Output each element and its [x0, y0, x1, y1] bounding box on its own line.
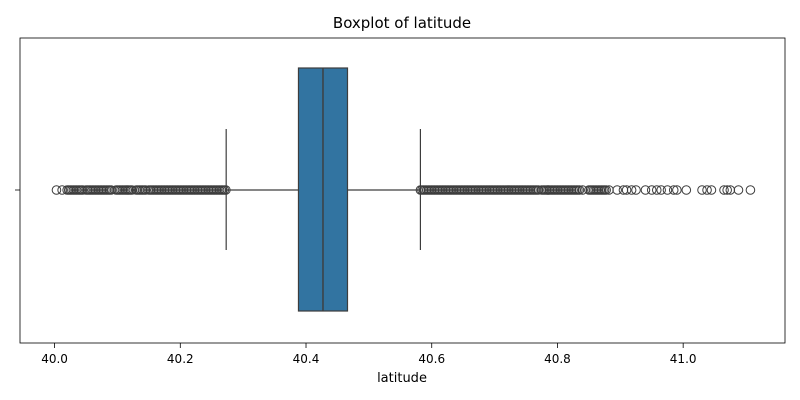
outlier-point	[651, 185, 662, 195]
x-axis-label: latitude	[377, 371, 427, 386]
outlier-point	[621, 185, 632, 195]
outlier-point	[127, 185, 137, 195]
outlier-point	[612, 185, 622, 195]
chart-title: Boxplot of latitude	[333, 14, 471, 32]
outlier-point	[662, 185, 673, 195]
outlier-point	[640, 185, 651, 195]
x-tick-label: 40.2	[167, 352, 194, 366]
x-tick-label: 41.0	[670, 352, 697, 366]
outlier-point	[672, 185, 682, 195]
outlier-point	[706, 185, 717, 195]
outlier-point	[140, 185, 151, 195]
outlier-point	[574, 185, 585, 195]
x-tick-label: 40.6	[418, 352, 445, 366]
outliers-group	[51, 185, 756, 195]
outlier-point	[722, 185, 732, 195]
outlier-point	[656, 185, 666, 195]
outlier-point	[51, 185, 62, 195]
outlier-point	[733, 185, 744, 195]
outlier-point	[646, 185, 657, 195]
outlier-point	[702, 185, 712, 195]
x-axis: 40.0 40.2 40.4 40.6 40.8 41.0	[41, 343, 697, 366]
x-tick-label: 40.4	[293, 352, 320, 366]
outlier-point	[626, 185, 637, 195]
outlier-point	[78, 185, 88, 195]
box-group	[225, 67, 422, 312]
x-tick-label: 40.0	[41, 352, 68, 366]
outlier-point	[577, 185, 588, 195]
outlier-point	[697, 185, 707, 195]
outlier-point	[631, 185, 641, 195]
x-tick-label: 40.8	[544, 352, 571, 366]
outlier-point	[601, 185, 611, 195]
outlier-point	[668, 185, 679, 195]
plot-area-frame	[19, 37, 786, 344]
outlier-point	[745, 185, 756, 195]
outlier-point	[681, 185, 692, 195]
outlier-point	[719, 185, 729, 195]
